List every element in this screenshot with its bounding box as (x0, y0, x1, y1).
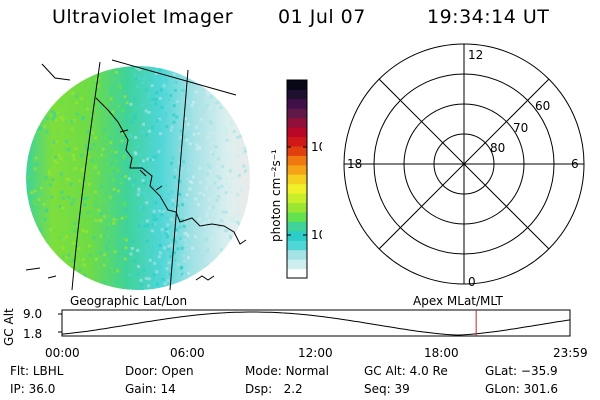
uv-earth-disk (26, 66, 250, 290)
coastline-bits (119, 129, 163, 191)
colorbar-segment (287, 230, 307, 241)
mlt-label-0: 0 (468, 275, 476, 289)
colorbar-segment (287, 259, 307, 270)
mlat-label-80: 80 (490, 141, 505, 155)
polar-grid-panel: 12 18 6 0 60 70 80 (343, 43, 585, 289)
info-gc-alt-label: GC Alt: (364, 364, 406, 378)
info-gain-label: Gain: (125, 382, 157, 396)
coastline-main (95, 97, 247, 245)
colorbar-segment (287, 155, 307, 166)
info-door: Door: Open (125, 364, 194, 378)
colorbar-segment (287, 80, 307, 90)
time-tick-0600: 06:00 (170, 346, 205, 360)
image-time: 19:34:14 UT (427, 6, 550, 28)
colorbar-tick-10: 10 (311, 228, 322, 242)
colorbar-segment (287, 212, 307, 222)
info-glon: GLon: 301.6 (485, 382, 558, 396)
info-gain: Gain: 14 (125, 382, 176, 396)
mlt-label-12: 12 (468, 48, 483, 62)
time-tick-2359: 23:59 (553, 346, 588, 360)
info-gc-alt: GC Alt: 4.0 Re (364, 364, 448, 378)
info-door-label: Door: (125, 364, 158, 378)
info-seq-label: Seq: (364, 382, 391, 396)
left-panel-label: Geographic Lat/Lon (70, 294, 188, 308)
info-ip-label: IP: (10, 382, 25, 396)
colorbar-segment (287, 174, 307, 185)
colorbar-segment (287, 89, 307, 100)
altitude-plot: GC Alt 9.0 1.8 00:00 06:00 12:00 18:00 2… (2, 307, 588, 360)
longitude-line-east (169, 69, 189, 291)
info-glon-value: 301.6 (523, 382, 558, 396)
colorbar-segment (287, 108, 307, 119)
info-glon-label: GLon: (485, 382, 520, 396)
colorbar: 100 10 photon cm⁻²s⁻¹ (269, 79, 322, 279)
time-tick-1200: 12:00 (298, 346, 333, 360)
colorbar-segment (287, 183, 307, 194)
info-ip: IP: 36.0 (10, 382, 55, 396)
colorbar-segment (287, 240, 307, 251)
colorbar-segment (287, 98, 307, 109)
info-mode: Mode: Normal (245, 364, 329, 378)
colorbar-segment (287, 193, 307, 204)
image-date: 01 Jul 07 (278, 6, 366, 28)
colorbar-unit-label: photon cm⁻²s⁻¹ (269, 149, 283, 242)
mlat-label-60: 60 (535, 99, 550, 113)
info-mode-value: Normal (285, 364, 329, 378)
mlt-label-18: 18 (347, 157, 362, 171)
colorbar-segment (287, 202, 307, 213)
coastline-north (41, 63, 71, 81)
latitude-line (111, 59, 237, 96)
mlt-label-6: 6 (571, 157, 579, 171)
info-door-value: Open (161, 364, 194, 378)
info-filter-value: LBHL (32, 364, 64, 378)
colorbar-segment (287, 146, 307, 156)
colorbar-segment (287, 127, 307, 138)
colorbar-segment (287, 268, 307, 279)
info-gain-value: 14 (160, 382, 176, 396)
info-mode-label: Mode: (245, 364, 282, 378)
altitude-ytick-1: 1.8 (23, 327, 42, 341)
colorbar-tick-100: 100 (311, 140, 322, 154)
longitude-line-west (71, 61, 101, 291)
info-filter-label: Flt: (10, 364, 29, 378)
info-dsp-value: 2.2 (283, 382, 303, 396)
info-glat-value: −35.9 (520, 364, 558, 378)
info-gc-alt-value: 4.0 Re (409, 364, 448, 378)
altitude-curve (61, 311, 571, 336)
mlat-label-70: 70 (513, 121, 528, 135)
info-glat: GLat: −35.9 (485, 364, 558, 378)
info-seq: Seq: 39 (364, 382, 410, 396)
info-glat-label: GLat: (485, 364, 518, 378)
colorbar-segment (287, 136, 307, 147)
time-tick-0000: 00:00 (45, 346, 80, 360)
colorbar-segment (287, 164, 307, 175)
colorbar-segment (287, 221, 307, 232)
coastline-south (25, 267, 215, 281)
info-filter: Flt: LBHL (10, 364, 63, 378)
colorbar-segment (287, 117, 307, 128)
altitude-ytick-9: 9.0 (23, 307, 42, 321)
info-seq-value: 39 (394, 382, 410, 396)
image-title: Ultraviolet Imager (52, 6, 234, 28)
colorbar-segment (287, 249, 307, 260)
time-tick-1800: 18:00 (424, 346, 459, 360)
right-panel-label: Apex MLat/MLT (413, 294, 503, 308)
altitude-ylabel: GC Alt (2, 308, 16, 346)
info-dsp-label: Dsp: (245, 382, 273, 396)
info-dsp: Dsp: 2.2 (245, 382, 303, 396)
info-ip-value: 36.0 (28, 382, 56, 396)
